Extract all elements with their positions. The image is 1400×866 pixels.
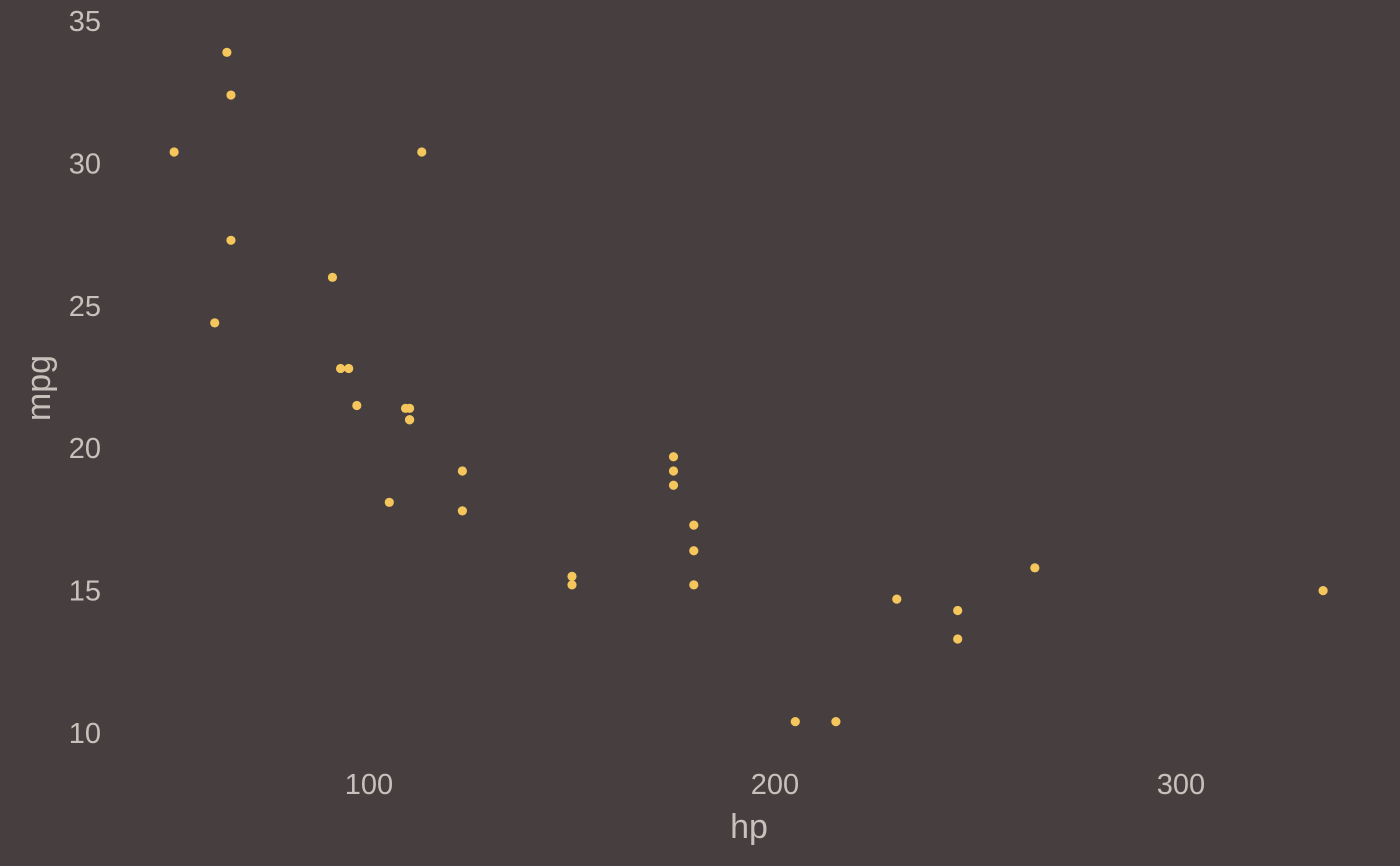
data-point	[1318, 586, 1328, 596]
data-point	[169, 147, 179, 157]
data-point	[567, 571, 577, 581]
data-point	[668, 452, 679, 462]
data-point	[953, 634, 963, 644]
y-tick-label: 10	[69, 718, 101, 750]
data-point	[668, 466, 679, 476]
data-point	[790, 717, 800, 727]
data-point	[831, 717, 841, 727]
data-point	[352, 400, 362, 411]
data-point	[327, 272, 338, 282]
data-point	[417, 147, 427, 157]
x-tick-label: 200	[751, 769, 799, 801]
data-point	[457, 466, 467, 476]
data-point	[344, 363, 354, 374]
y-tick-label: 15	[69, 576, 101, 608]
y-tick-label: 35	[69, 6, 101, 38]
data-point	[953, 605, 963, 616]
data-point	[1030, 563, 1040, 573]
data-point	[384, 497, 394, 507]
y-axis-title: mpg	[20, 355, 58, 421]
data-point	[689, 520, 699, 530]
data-point	[892, 594, 902, 604]
y-tick-label: 30	[69, 148, 101, 180]
y-tick-label: 25	[69, 291, 101, 323]
data-point	[457, 506, 467, 516]
data-point	[226, 90, 236, 100]
x-axis-tick-labels: 100 200 300	[345, 769, 1205, 801]
data-point	[689, 580, 699, 590]
data-point	[226, 235, 236, 245]
y-axis-tick-labels: 10 15 20 25 30 35	[69, 6, 101, 750]
x-tick-label: 300	[1157, 769, 1205, 801]
data-point	[405, 415, 415, 425]
data-point	[400, 403, 411, 413]
x-tick-label: 100	[345, 769, 393, 801]
data-point	[689, 546, 699, 556]
data-point	[668, 480, 679, 490]
data-points	[169, 47, 1328, 727]
data-point	[335, 363, 346, 374]
data-point	[222, 47, 232, 57]
data-point	[567, 580, 577, 590]
data-point	[210, 318, 220, 328]
y-tick-label: 20	[69, 433, 101, 465]
x-axis-title: hp	[730, 808, 768, 846]
